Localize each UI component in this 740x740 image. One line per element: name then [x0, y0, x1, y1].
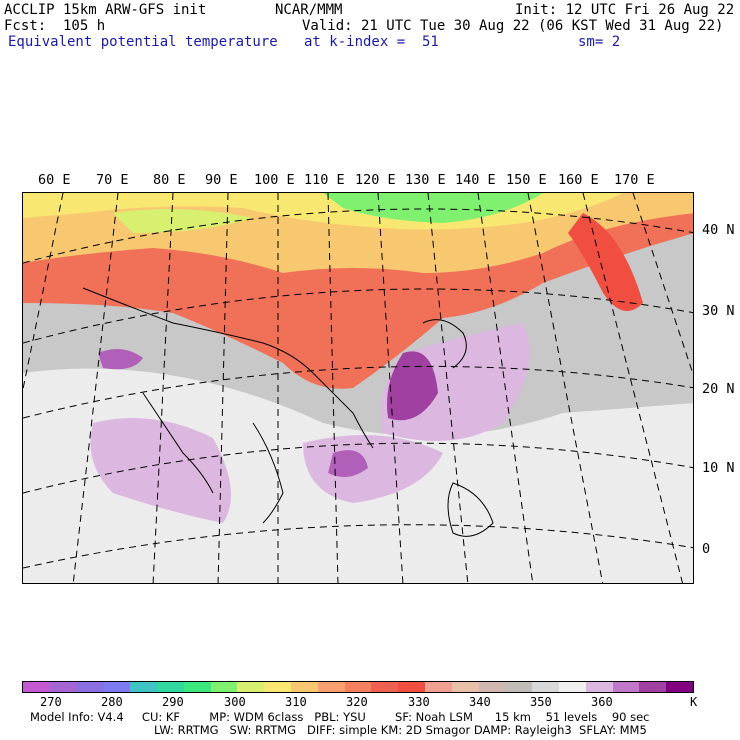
colorbar-tick: 310: [285, 695, 307, 709]
lavender-area: [90, 418, 231, 523]
coastline: [252, 422, 284, 524]
lon-label: 100 E: [254, 172, 295, 188]
colorbar-tick: 280: [101, 695, 123, 709]
plot-title: ACCLIP 15km ARW-GFS init: [4, 2, 207, 18]
coastline: [422, 319, 467, 369]
lon-label: 160 E: [558, 172, 599, 188]
colorbar: [22, 681, 694, 693]
model-info-line1: Model Info: V4.4 CU: KF MP: WDM 6class P…: [30, 710, 650, 724]
colorbar-swatch: [451, 682, 479, 692]
colorbar-swatch: [76, 682, 104, 692]
colorbar-swatch: [639, 682, 667, 692]
lightgreen-band: [113, 209, 253, 233]
purple-area: [328, 450, 368, 477]
green-band: [323, 193, 543, 223]
lon-label: 60 E: [38, 172, 71, 188]
colorbar-tick: 300: [224, 695, 246, 709]
purple-area: [98, 349, 143, 370]
colorbar-swatch: [612, 682, 640, 692]
colorbar-swatch: [585, 682, 613, 692]
colorbar-unit: K: [690, 695, 698, 709]
level-label: at k-index = 51: [304, 34, 439, 50]
coastline: [447, 482, 494, 537]
colorbar-swatch: [290, 682, 318, 692]
colorbar-swatch: [344, 682, 372, 692]
lat-label: 20 N: [702, 381, 735, 397]
colorbar-swatch: [130, 682, 157, 692]
colorbar-swatch: [666, 682, 693, 692]
lon-label: 170 E: [614, 172, 655, 188]
colorbar-tick: 290: [162, 695, 184, 709]
lon-label: 150 E: [506, 172, 547, 188]
coastline: [142, 392, 214, 494]
colorbar-swatch: [49, 682, 77, 692]
colorbar-tick: 340: [469, 695, 491, 709]
red-plume: [568, 213, 643, 311]
equivalent-potential-temperature-field: [23, 193, 693, 583]
lat-label: 30 N: [702, 303, 735, 319]
coastline: [82, 287, 374, 449]
lon-label: 130 E: [405, 172, 446, 188]
colorbar-swatch: [505, 682, 533, 692]
colorbar-swatch: [183, 682, 211, 692]
model-info-line2: LW: RRTMG SW: RRTMG DIFF: simple KM: 2D …: [154, 723, 647, 737]
colorbar-tick: 270: [40, 695, 62, 709]
map-panel: [22, 192, 694, 584]
lon-label: 120 E: [355, 172, 396, 188]
colorbar-tick: 330: [408, 695, 430, 709]
lon-label: 110 E: [304, 172, 345, 188]
colorbar-swatch: [264, 682, 291, 692]
colorbar-tick: 360: [591, 695, 613, 709]
lon-label: 90 E: [205, 172, 238, 188]
colorbar-swatch: [23, 682, 50, 692]
lat-label: 0: [702, 541, 711, 557]
colorbar-swatch: [103, 682, 131, 692]
colorbar-swatch: [478, 682, 506, 692]
lat-label: 10 N: [702, 460, 735, 476]
colorbar-swatch: [317, 682, 345, 692]
lat-label: 40 N: [702, 222, 735, 238]
lon-label: 140 E: [455, 172, 496, 188]
forecast-hour: Fcst: 105 h: [4, 18, 106, 34]
lon-label: 70 E: [96, 172, 129, 188]
colorbar-swatch: [398, 682, 425, 692]
colorbar-tick: 320: [346, 695, 368, 709]
field-name: Equivalent potential temperature: [8, 34, 278, 50]
purple-area: [387, 351, 438, 421]
center-label: NCAR/MMM: [275, 2, 343, 18]
lon-label: 80 E: [153, 172, 186, 188]
graticule: [23, 193, 693, 583]
colorbar-swatch: [371, 682, 399, 692]
colorbar-tick: 350: [530, 695, 552, 709]
colorbar-swatch: [532, 682, 559, 692]
colorbar-swatch: [210, 682, 238, 692]
colorbar-swatch: [558, 682, 586, 692]
valid-time: Valid: 21 UTC Tue 30 Aug 22 (06 KST Wed …: [302, 18, 724, 34]
smooth-label: sm= 2: [578, 34, 621, 50]
colorbar-swatch: [424, 682, 452, 692]
init-time: Init: 12 UTC Fri 26 Aug 22: [515, 2, 735, 18]
colorbar-swatch: [156, 682, 184, 692]
colorbar-swatch: [237, 682, 265, 692]
